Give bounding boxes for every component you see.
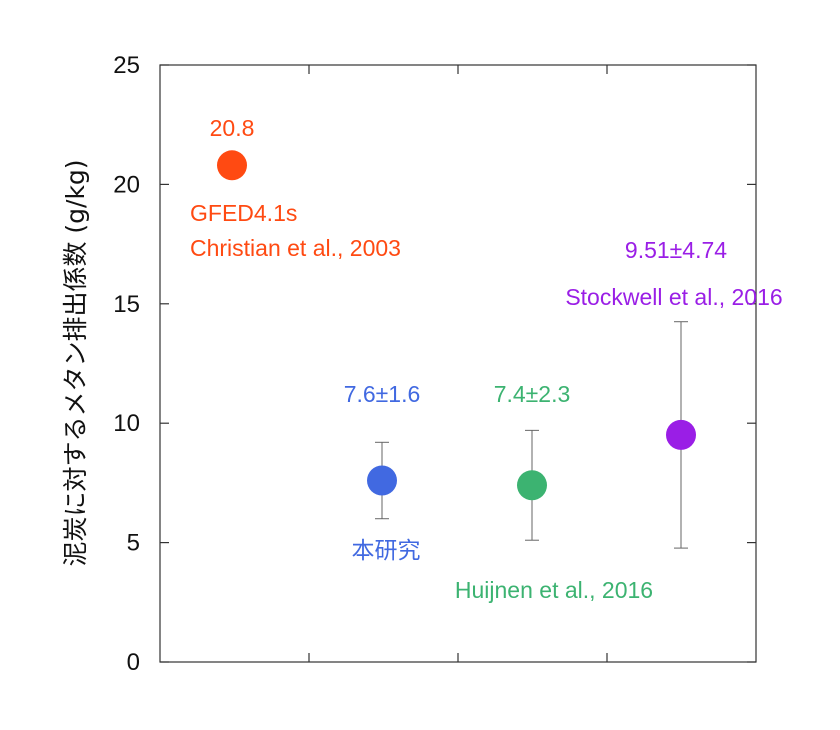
- y-tick-label: 20: [113, 171, 140, 198]
- data-point: [367, 465, 397, 496]
- value-label: 9.51±4.74: [625, 237, 727, 263]
- series-label: GFED4.1s: [190, 200, 297, 226]
- value-label: 7.4±2.3: [494, 381, 571, 407]
- data-marks: 20.8 GFED4.1s Christian et al., 2003 7.6±1.…: [190, 115, 783, 603]
- data-point: [666, 419, 696, 450]
- y-tick-label: 15: [113, 291, 140, 318]
- data-point-group: 7.6±1.6 本研究: [344, 381, 421, 563]
- series-label: Christian et al., 2003: [190, 235, 401, 261]
- data-point: [517, 470, 547, 501]
- plot-frame: [159, 64, 757, 663]
- y-tick-label: 25: [113, 52, 140, 79]
- value-label: 20.8: [210, 115, 255, 141]
- series-label: Stockwell et al., 2016: [565, 284, 782, 310]
- y-axis-label: 泥炭に対するメタン排出係数 (g/kg): [61, 159, 90, 566]
- y-axis: 0 5 10 15 20 25: [113, 52, 756, 676]
- x-axis-ticks: [308, 65, 608, 662]
- data-point: [217, 150, 247, 181]
- y-tick-label: 10: [113, 410, 140, 437]
- series-label: 本研究: [352, 537, 421, 563]
- data-point-group: 9.51±4.74 Stockwell et al., 2016: [565, 237, 783, 549]
- y-tick-label: 5: [127, 530, 140, 557]
- data-point-group: 20.8 GFED4.1s Christian et al., 2003: [190, 115, 401, 261]
- data-point-group: 7.4±2.3 Huijnen et al., 2016: [455, 381, 653, 603]
- y-tick-label: 0: [127, 649, 140, 676]
- value-label: 7.6±1.6: [344, 381, 421, 407]
- series-label: Huijnen et al., 2016: [455, 577, 653, 603]
